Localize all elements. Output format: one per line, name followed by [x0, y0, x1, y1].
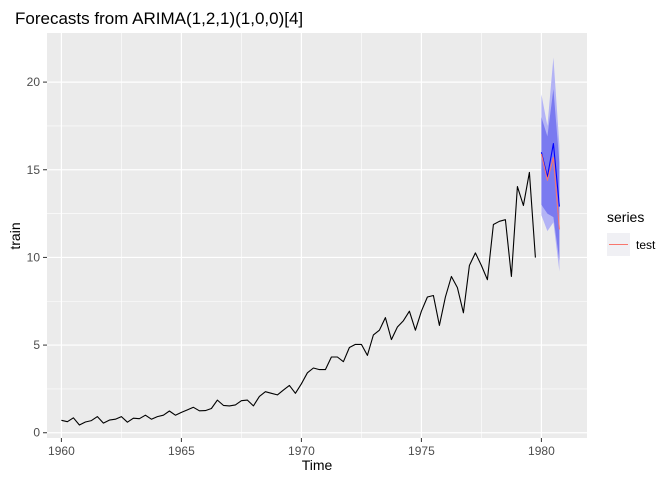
x-tick-label: 1980: [528, 444, 555, 458]
y-axis: 0 5 10 15 20: [27, 75, 47, 440]
y-tick-label: 15: [27, 163, 41, 177]
x-tick-label: 1960: [48, 444, 75, 458]
x-tick-label: 1970: [288, 444, 315, 458]
series-line-test: [540, 153, 560, 230]
grid: [47, 33, 587, 438]
x-axis-title: Time: [302, 457, 333, 473]
prediction-intervals: [541, 57, 560, 272]
x-tick-label: 1975: [408, 444, 435, 458]
chart-title: Forecasts from ARIMA(1,2,1)(1,0,0)[4]: [15, 9, 303, 28]
series-lines: [61, 142, 560, 426]
y-tick-label: 10: [27, 250, 41, 264]
legend-title: series: [607, 209, 644, 225]
series-line-train: [61, 171, 536, 426]
x-tick-label: 1965: [168, 444, 195, 458]
plot-panel: [47, 33, 587, 438]
y-axis-title: train: [7, 222, 23, 249]
legend-label-test: test: [636, 238, 656, 252]
y-tick-label: 0: [33, 426, 40, 440]
x-axis: 1960 1965 1970 1975 1980: [48, 438, 555, 458]
interval-80-band: [541, 89, 560, 261]
y-tick-label: 5: [33, 338, 40, 352]
series-line-forecast: [540, 142, 560, 207]
legend: series test: [607, 209, 656, 256]
y-tick-label: 20: [27, 75, 41, 89]
